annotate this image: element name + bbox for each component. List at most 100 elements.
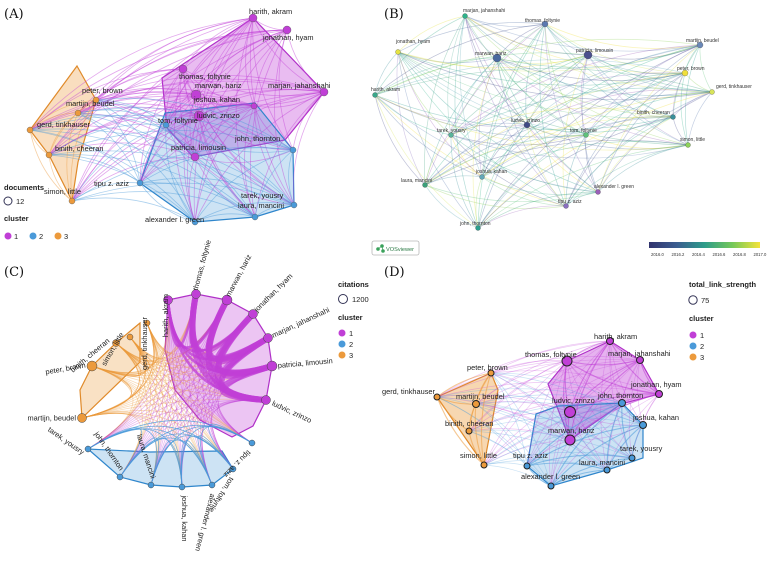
overlay-link xyxy=(424,44,701,186)
network-link xyxy=(165,89,325,126)
node-patricia-limousin xyxy=(266,360,278,372)
network-link xyxy=(194,105,255,223)
network-link xyxy=(29,125,196,158)
panel-b-labels: marjan, jahanshahi thomas, foltynie jonath… xyxy=(371,8,752,227)
network-link xyxy=(550,457,633,487)
node-tipu-z-aziz xyxy=(523,462,531,470)
network-link xyxy=(77,68,184,114)
node-label: patricia, limousin xyxy=(171,143,226,152)
legend-a-size-value: 12 xyxy=(16,197,24,206)
overlay-link xyxy=(450,134,483,178)
network-link xyxy=(526,340,611,467)
network-link xyxy=(167,299,183,488)
network-link xyxy=(621,402,633,459)
node-ludvic-zrinzo xyxy=(564,406,576,418)
network-link xyxy=(609,340,644,426)
overlay-link xyxy=(424,175,483,186)
network-link xyxy=(71,182,295,206)
network-link xyxy=(129,336,234,470)
overlay-link xyxy=(374,38,701,96)
network-link xyxy=(165,124,196,223)
network-link xyxy=(139,182,256,218)
network-link xyxy=(292,91,325,151)
node-harith-akram xyxy=(372,92,378,98)
overlay-link xyxy=(526,72,686,126)
legend-d-item-2: 2 xyxy=(700,342,704,351)
network-link xyxy=(139,182,196,223)
node-label: marwan, hariz xyxy=(475,51,507,57)
overlay-link xyxy=(450,134,587,146)
node-martijn-beudel xyxy=(74,109,82,117)
network-link xyxy=(475,403,571,441)
network-link xyxy=(81,412,142,478)
network-link xyxy=(436,394,644,426)
panel-a-labels: harith, akram jonathan, hyam thomas, folty… xyxy=(37,7,331,224)
node-label: laura, mancini xyxy=(401,178,432,184)
overlay-link xyxy=(450,23,546,136)
network-link xyxy=(179,68,196,158)
network-link xyxy=(87,293,197,450)
panel-d-links xyxy=(436,340,660,487)
panel-label-b: (B) xyxy=(384,7,404,22)
year-scale-tick: 2016.0 xyxy=(651,252,664,257)
network-link xyxy=(198,115,256,218)
overlay-link xyxy=(580,54,589,136)
network-link xyxy=(490,372,571,413)
overlay-link xyxy=(687,91,713,146)
overlay-link xyxy=(525,23,546,126)
network-link xyxy=(483,439,571,466)
legend-d-item-1: 1 xyxy=(700,331,704,340)
node-label: thomas, foltynie xyxy=(525,350,577,359)
node-label: thomas, foltynie xyxy=(179,72,231,81)
overlay-link xyxy=(477,134,587,229)
node-label: tom, foltynie xyxy=(570,128,597,134)
network-link xyxy=(77,78,325,114)
legend-a-size-title: documents xyxy=(4,183,44,192)
network-link xyxy=(250,17,295,206)
network-link xyxy=(29,129,256,218)
node-label: harith, akram xyxy=(249,7,292,16)
network-link xyxy=(71,29,288,202)
network-link xyxy=(48,103,255,156)
node-thomas-foltynie xyxy=(541,20,549,28)
node-thomas-foltynie xyxy=(561,355,573,367)
overlay-link xyxy=(397,51,587,136)
overlay-link xyxy=(424,72,686,186)
overlay-link xyxy=(477,72,686,229)
network-link xyxy=(29,95,255,131)
node-label: martijn, beudel xyxy=(28,414,77,423)
node-gerd-tinkhauser xyxy=(143,319,151,327)
legend-d-swatch-1 xyxy=(689,331,697,339)
overlay-link xyxy=(459,15,483,178)
network-link xyxy=(77,17,254,114)
network-link xyxy=(195,29,288,96)
node-tom-foltynie xyxy=(229,465,237,473)
node-jonathan-hyam xyxy=(395,49,401,55)
network-link xyxy=(208,423,253,470)
overlay-link xyxy=(544,23,686,74)
node-marjan-jahanshahi xyxy=(462,13,468,19)
node-jonathan-hyam xyxy=(248,309,258,319)
overlay-link xyxy=(464,15,587,136)
network-link xyxy=(249,29,288,218)
network-link xyxy=(71,191,256,218)
network-link xyxy=(254,91,325,218)
network-link xyxy=(566,359,641,366)
node-label: joshua, kahan xyxy=(180,495,189,542)
network-link xyxy=(174,68,196,223)
network-link xyxy=(253,105,295,206)
overlay-link xyxy=(496,57,528,126)
node-label: marjan, jahanshahi xyxy=(268,81,331,90)
network-link xyxy=(200,425,253,486)
network-link xyxy=(77,112,196,158)
network-link xyxy=(483,464,552,487)
network-link xyxy=(95,99,256,218)
network-link xyxy=(183,94,197,223)
network-link xyxy=(566,360,623,404)
node-laura-mancini xyxy=(147,481,155,489)
network-link xyxy=(29,80,325,131)
node-label: tipu z. aziz xyxy=(558,199,582,205)
node-john-thornton xyxy=(475,225,481,231)
overlay-link xyxy=(477,91,713,229)
node-label: alexander l. green xyxy=(594,184,634,190)
